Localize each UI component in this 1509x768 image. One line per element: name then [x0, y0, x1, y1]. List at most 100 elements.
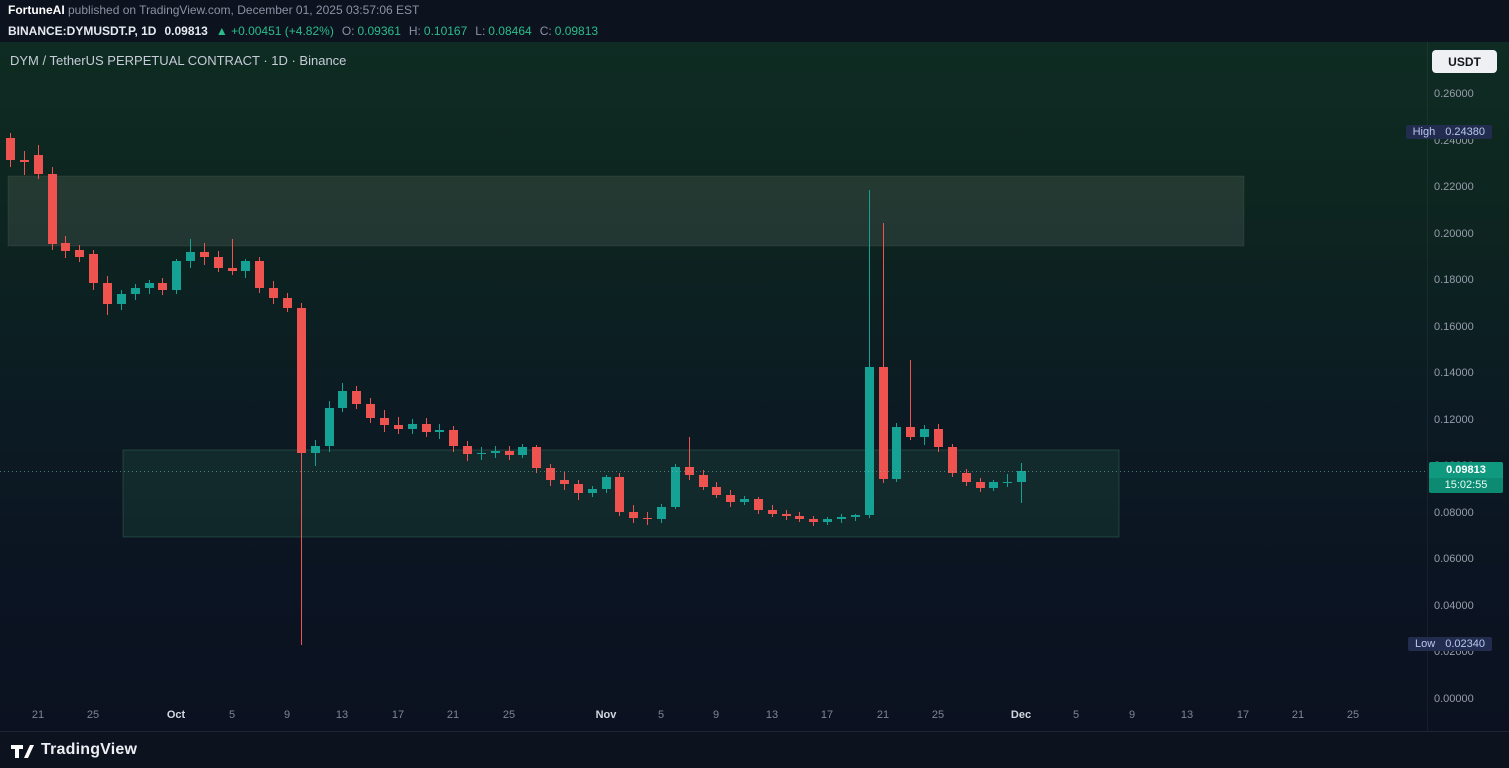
x-tick-label: 13 [765, 709, 779, 721]
candle [408, 419, 417, 434]
candle [172, 259, 181, 294]
price-badge-countdown: 15:02:55 [1429, 478, 1503, 493]
candle [269, 281, 278, 304]
high-field: H: 0.10167 [409, 24, 467, 38]
candle [422, 418, 431, 437]
candle [754, 497, 763, 514]
candle [158, 278, 167, 295]
candle [962, 469, 971, 486]
last-price: 0.09813 [164, 24, 208, 38]
candle [879, 223, 888, 483]
y-tick-label: 0.18000 [1434, 274, 1474, 286]
x-tick-label: 17 [1236, 709, 1250, 721]
candle [435, 424, 444, 439]
price-change: ▲ +0.00451 (+4.82%) [215, 24, 334, 38]
y-tick-label: 0.08000 [1434, 507, 1474, 519]
candle [186, 239, 195, 268]
candle [920, 425, 929, 445]
candle [685, 437, 694, 480]
candle [380, 410, 389, 432]
ticker-bar: BINANCE:DYMUSDT.P, 1D 0.09813 ▲ +0.00451… [0, 20, 1509, 42]
candle [809, 516, 818, 526]
high-badge-value: 0.24380 [1445, 126, 1485, 138]
x-tick-label: 25 [931, 709, 945, 721]
candle [463, 441, 472, 461]
x-tick-label: 9 [712, 709, 720, 721]
tradingview-brand-text[interactable]: TradingView [41, 741, 138, 758]
candle [657, 504, 666, 523]
candle [532, 445, 541, 473]
publisher-name: FortuneAI [8, 3, 65, 17]
tradingview-logo-icon[interactable] [10, 741, 34, 759]
price-axis-separator [1427, 42, 1428, 731]
x-tick-label: 9 [283, 709, 291, 721]
candle [768, 505, 777, 517]
candle [61, 236, 70, 258]
candle [823, 517, 832, 525]
low-ohlc-label: L: [475, 24, 486, 38]
currency-toggle-button[interactable]: USDT [1432, 50, 1497, 73]
price-badge-value: 0.09813 [1429, 462, 1503, 478]
y-tick-label: 0.06000 [1434, 553, 1474, 565]
candle [394, 417, 403, 434]
candle [477, 447, 486, 460]
candle [851, 514, 860, 521]
candle [546, 464, 555, 486]
x-tick-label: Nov [595, 709, 617, 721]
candle [712, 482, 721, 498]
chart-area[interactable]: DYM / TetherUS PERPETUAL CONTRACT · 1D ·… [0, 42, 1509, 731]
low-badge-label: Low [1415, 638, 1436, 650]
x-tick-label: 25 [86, 709, 100, 721]
x-tick-label: 13 [335, 709, 349, 721]
candle [574, 480, 583, 500]
time-axis[interactable]: 21 25 Oct 5 9 13 17 21 25 Nov 5 9 13 17 21 25 Dec 5 9 13 17 2… [0, 42, 1509, 731]
candle [726, 490, 735, 507]
candle [20, 151, 29, 175]
high-badge: High 0.24380 [1405, 125, 1492, 139]
candle [75, 245, 84, 262]
candle [366, 398, 375, 423]
candle [518, 444, 527, 458]
high-ohlc-label: H: [408, 24, 421, 38]
candle [338, 383, 347, 412]
x-tick-label: 21 [1291, 709, 1305, 721]
x-tick-label: 21 [31, 709, 45, 721]
candle [255, 257, 264, 293]
candle [34, 145, 43, 179]
x-tick-label: 21 [446, 709, 460, 721]
x-tick-label: Dec [1010, 709, 1032, 721]
high-ohlc-value: 0.10167 [423, 24, 468, 38]
x-tick-label: Oct [166, 709, 186, 721]
candle [200, 243, 209, 265]
low-field: L: 0.08464 [475, 24, 531, 38]
candle [449, 426, 458, 452]
candle [89, 250, 98, 290]
x-tick-label: 5 [1072, 709, 1080, 721]
candle [976, 478, 985, 492]
y-tick-label: 0.12000 [1434, 414, 1474, 426]
open-value: 0.09361 [357, 24, 401, 38]
candles-layer[interactable] [0, 42, 1509, 731]
y-tick-label: 0.16000 [1434, 321, 1474, 333]
candle [782, 510, 791, 520]
low-badge-value: 0.02340 [1445, 638, 1485, 650]
candle [214, 251, 223, 272]
x-tick-label: 25 [502, 709, 516, 721]
candle [906, 360, 915, 440]
candle [671, 464, 680, 509]
candle [865, 190, 874, 518]
candle [892, 423, 901, 482]
y-tick-label: 0.20000 [1434, 228, 1474, 240]
x-tick-label: 9 [1128, 709, 1136, 721]
price-badge: 0.09813 15:02:55 [1429, 462, 1503, 493]
candle [629, 505, 638, 523]
candle [117, 290, 126, 310]
x-tick-label: 5 [228, 709, 236, 721]
candle [602, 475, 611, 493]
candle [145, 280, 154, 294]
candle [311, 440, 320, 466]
y-tick-label: 0.04000 [1434, 600, 1474, 612]
candle [297, 303, 306, 645]
candle [228, 239, 237, 275]
low-badge: Low 0.02340 [1408, 637, 1492, 651]
